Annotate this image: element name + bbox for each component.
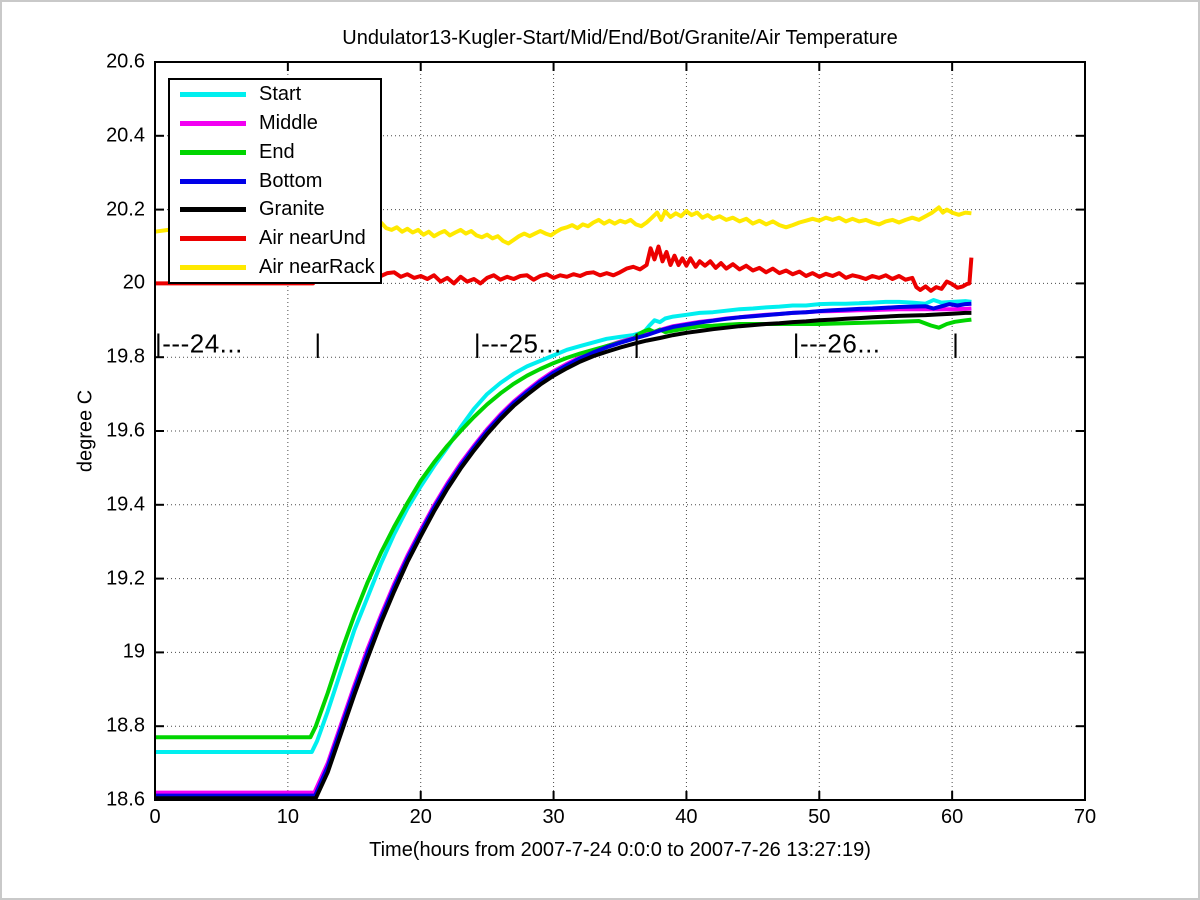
axes-box (154, 61, 1086, 801)
legend-line-sample (180, 121, 246, 126)
y-tick-label: 18.6 (106, 788, 145, 811)
y-tick-label: 19.2 (106, 567, 145, 590)
series-air-nearund-line (155, 244, 974, 293)
day-annotation: | (633, 328, 641, 359)
chart-title: Undulator13-Kugler-Start/Mid/End/Bot/Gra… (342, 27, 898, 49)
y-tick-label: 19.4 (106, 493, 145, 516)
x-tick-label: 10 (276, 806, 299, 828)
y-tick-label: 19 (122, 640, 145, 663)
x-tick-label: 0 (149, 806, 161, 828)
legend-label: Air nearUnd (259, 227, 366, 249)
y-tick-label: 19.8 (106, 345, 145, 368)
legend-line-sample (180, 149, 246, 155)
y-tick-label: 20.4 (106, 124, 145, 147)
x-tick-label: 30 (542, 806, 565, 828)
x-tick-label: 60 (941, 806, 964, 828)
legend-item-start: Start (170, 81, 380, 109)
legend-line-sample (180, 264, 246, 270)
y-tick-label: 20.6 (106, 50, 145, 73)
y-tick-label: 20.2 (106, 198, 145, 221)
legend-line-sample (180, 178, 246, 184)
legend-label: Granite (259, 198, 325, 221)
series-bottom-line (155, 301, 972, 798)
legend-label: Air nearRack (259, 255, 375, 278)
legend-box: Start Middle End Bottom Granite Air nearUnd Ai… (168, 78, 382, 284)
series-air-nearrack-line (154, 205, 972, 246)
y-tick-label: 20 (122, 271, 145, 294)
legend-item-bottom: Bottom (170, 167, 380, 195)
legend-item-end: End (170, 138, 380, 166)
y-tick-label: 19.6 (106, 419, 145, 442)
legend-item-air-nearrack: Air nearRack (170, 253, 380, 281)
legend-line-sample (180, 207, 246, 213)
series-end-line (155, 317, 972, 740)
legend-item-granite: Granite (170, 196, 380, 224)
legend-item-middle: Middle (170, 110, 380, 138)
day-annotation: | (952, 328, 960, 359)
day-annotation: | (314, 328, 322, 359)
legend-line-sample (180, 92, 246, 98)
x-tick-label: 40 (675, 806, 698, 828)
day-annotation: |---24... (155, 328, 243, 359)
legend-label: Start (259, 83, 302, 106)
legend-label: Middle (259, 112, 318, 134)
legend-item-air-nearund: Air nearUnd (170, 225, 380, 253)
legend-label: End (259, 140, 295, 163)
series-start-line (155, 298, 972, 754)
day-annotation: |---26... (792, 328, 881, 359)
legend-line-sample (180, 236, 246, 241)
x-tick-label: 20 (409, 806, 432, 828)
y-tick-label: 18.8 (106, 714, 145, 737)
legend-label: Bottom (259, 169, 323, 192)
x-axis-label: Time(hours from 2007-7-24 0:0:0 to 2007-… (369, 839, 871, 861)
x-tick-label: 70 (1073, 806, 1097, 828)
day-annotation: |---25... (473, 328, 562, 359)
series-middle-line (155, 306, 972, 795)
series-granite-line (155, 310, 972, 801)
x-tick-label: 50 (808, 806, 831, 828)
